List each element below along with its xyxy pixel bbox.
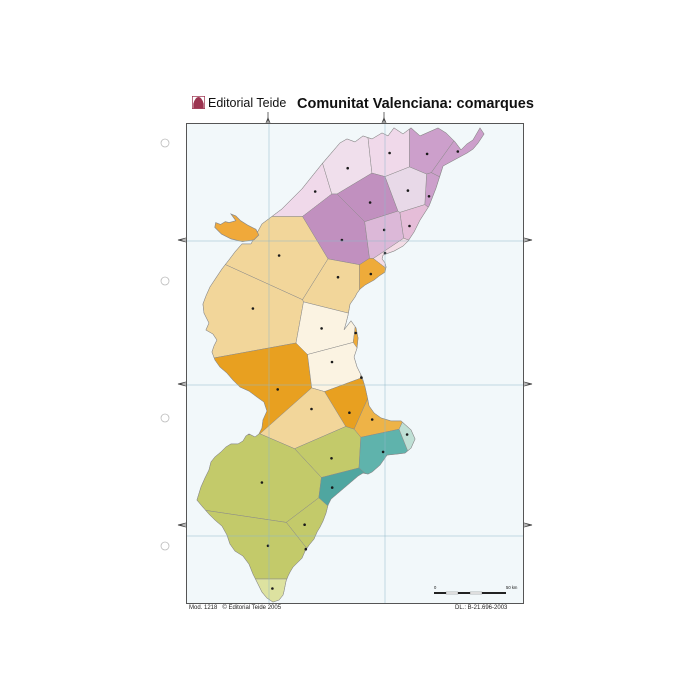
svg-text:50 km: 50 km — [506, 585, 518, 590]
